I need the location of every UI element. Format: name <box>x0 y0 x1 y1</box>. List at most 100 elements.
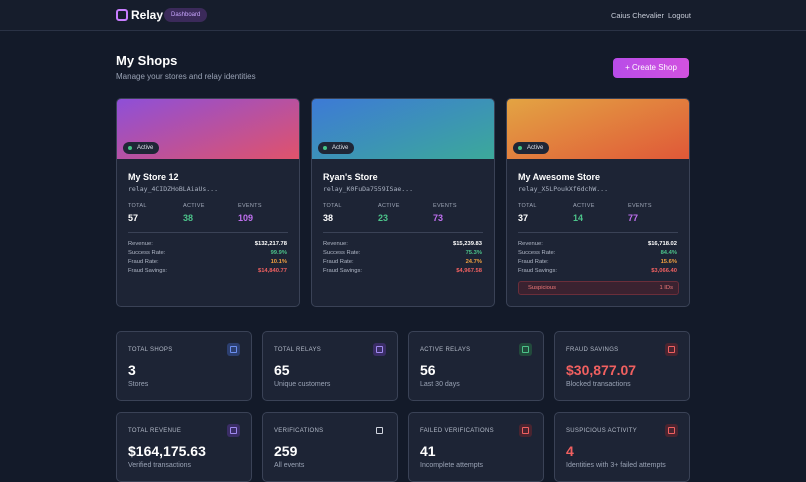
stat-value: 259 <box>274 443 298 459</box>
stat-sub: Verified transactions <box>128 462 192 469</box>
stat-card: SUSPICIOUS ACTIVITY 4 Identities with 3+ f… <box>554 412 690 482</box>
row-label: Success Rate: <box>323 250 361 256</box>
alert-value: 1 IDs <box>659 285 673 291</box>
stat-card: VERIFICATIONS 259 All events <box>262 412 398 482</box>
stat-icon <box>373 343 386 356</box>
stat-value: 41 <box>420 443 436 459</box>
row-value: 84.4% <box>660 250 677 256</box>
status-badge: Active <box>513 142 550 154</box>
shop-name: My Awesome Store <box>518 172 601 182</box>
stat-value: 23 <box>378 213 389 223</box>
status-badge: Active <box>318 142 355 154</box>
row-label: Success Rate: <box>128 250 166 256</box>
stat-label: VERIFICATIONS <box>274 428 324 434</box>
stat-label: TOTAL SHOPS <box>128 347 173 353</box>
stat-sub: Unique customers <box>274 381 331 388</box>
page-subtitle: Manage your stores and relay identities <box>116 72 256 81</box>
row-label: Fraud Rate: <box>518 259 549 265</box>
stat-value: 37 <box>518 213 529 223</box>
stat-value: 3 <box>128 362 136 378</box>
stat-sub: All events <box>274 462 305 469</box>
stat-value: $164,175.63 <box>128 443 206 459</box>
row-value: $4,967.58 <box>456 268 482 274</box>
logo-icon <box>116 9 128 21</box>
row-label: Fraud Rate: <box>128 259 159 265</box>
row-value: 10.1% <box>270 259 287 265</box>
status-badge: Active <box>123 142 160 154</box>
brand[interactable]: Relay <box>131 8 164 22</box>
logout[interactable]: Logout <box>668 11 691 20</box>
stat-label: TOTAL <box>518 203 537 209</box>
stat-label: TOTAL REVENUE <box>128 428 182 434</box>
divider <box>128 232 288 233</box>
row-value: $15,239.83 <box>452 241 482 247</box>
row-value: 75.3% <box>465 250 482 256</box>
stat-label: ACTIVE <box>573 203 595 209</box>
create-shop-button[interactable]: + Create Shop <box>613 58 689 78</box>
row-value: $14,840.77 <box>257 268 287 274</box>
divider <box>323 232 483 233</box>
stat-value: 65 <box>274 362 290 378</box>
stat-sub: Incomplete attempts <box>420 462 484 469</box>
stat-label: EVENTS <box>433 203 457 209</box>
stat-label: EVENTS <box>628 203 652 209</box>
row-label: Fraud Rate: <box>323 259 354 265</box>
stat-value: 38 <box>323 213 334 223</box>
row-value: $16,718.02 <box>647 241 677 247</box>
shop-card[interactable]: Active Ryan's Store relay_K0FuDa7559ISae..… <box>311 98 495 307</box>
stat-value: 14 <box>573 213 584 223</box>
row-label: Success Rate: <box>518 250 556 256</box>
stat-label: EVENTS <box>238 203 262 209</box>
stat-value: 4 <box>566 443 574 459</box>
stat-icon <box>373 424 386 437</box>
button-label[interactable]: Create Shop <box>631 63 677 72</box>
user-name: Caius Chevalier <box>611 11 664 20</box>
row-value: 24.7% <box>465 259 482 265</box>
stat-icon <box>227 424 240 437</box>
nav-bar: Relay Dashboard Caius Chevalier Logout <box>0 0 806 31</box>
alert-label: Suspicious <box>528 285 557 291</box>
alert-banner: Suspicious 1 IDs <box>518 281 679 295</box>
stat-card: FRAUD SAVINGS $30,877.07 Blocked transacti… <box>554 331 690 401</box>
stat-label: ACTIVE <box>183 203 205 209</box>
relay-id: relay_K0FuDa7559ISae... <box>323 185 414 193</box>
stat-icon <box>665 343 678 356</box>
divider <box>518 232 678 233</box>
stat-value: 56 <box>420 362 436 378</box>
relay-id: relay_4CIDZHoBLAiaUs... <box>128 185 219 193</box>
row-label: Revenue: <box>518 241 543 247</box>
page-title: My Shops <box>116 53 178 68</box>
stat-label: FAILED VERIFICATIONS <box>420 428 494 434</box>
stat-label: TOTAL <box>128 203 147 209</box>
stat-icon <box>665 424 678 437</box>
stat-value: 73 <box>433 213 444 223</box>
stat-sub: Identities with 3+ failed attempts <box>566 462 666 469</box>
shop-card[interactable]: Active My Store 12 relay_4CIDZHoBLAiaUs...… <box>116 98 300 307</box>
row-value: 99.9% <box>270 250 287 256</box>
stat-label: TOTAL <box>323 203 342 209</box>
stat-card: TOTAL SHOPS 3 Stores <box>116 331 252 401</box>
stat-card: TOTAL RELAYS 65 Unique customers <box>262 331 398 401</box>
shop-name: My Store 12 <box>128 172 179 182</box>
shop-card[interactable]: Active My Awesome Store relay_X5LPoukXf6dc… <box>506 98 690 307</box>
row-label: Fraud Savings: <box>518 268 557 274</box>
stat-value: 109 <box>238 213 254 223</box>
nav-badge[interactable]: Dashboard <box>164 8 208 22</box>
stat-icon <box>227 343 240 356</box>
stat-card: ACTIVE RELAYS 56 Last 30 days <box>408 331 544 401</box>
stat-label: TOTAL RELAYS <box>274 347 322 353</box>
stat-sub: Blocked transactions <box>566 381 631 388</box>
row-label: Fraud Savings: <box>323 268 362 274</box>
row-value: $3,066.40 <box>651 268 677 274</box>
row-value: $132,217.78 <box>254 241 287 247</box>
stat-value: $30,877.07 <box>566 362 637 378</box>
stat-icon <box>519 424 532 437</box>
stat-value: 57 <box>128 213 139 223</box>
stat-label: ACTIVE RELAYS <box>420 347 471 353</box>
stat-sub: Stores <box>128 381 149 388</box>
row-label: Revenue: <box>323 241 348 247</box>
stat-sub: Last 30 days <box>420 381 460 388</box>
row-label: Revenue: <box>128 241 153 247</box>
relay-id: relay_X5LPoukXf6dchW... <box>518 185 609 193</box>
